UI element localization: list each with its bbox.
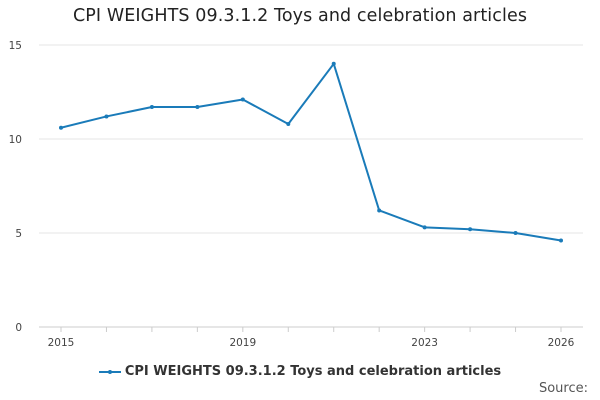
legend-label: CPI WEIGHTS 09.3.1.2 Toys and celebratio… xyxy=(124,364,502,379)
data-point xyxy=(104,114,109,119)
legend-swatch xyxy=(98,367,121,377)
source-label: Source: xyxy=(538,381,588,396)
y-tick-label: 5 xyxy=(15,228,22,240)
y-tick-label: 15 xyxy=(9,40,22,52)
data-point xyxy=(422,225,427,230)
x-tick-label: 2023 xyxy=(411,337,438,349)
data-point xyxy=(513,231,518,235)
data-point xyxy=(59,125,63,130)
data-point xyxy=(468,227,473,232)
legend[interactable]: CPI WEIGHTS 09.3.1.2 Toys and celebratio… xyxy=(0,364,600,379)
data-point xyxy=(559,238,563,243)
data-point xyxy=(331,61,336,66)
y-tick-label: 0 xyxy=(15,322,22,334)
x-tick-label: 2026 xyxy=(548,337,575,349)
x-tick-label: 2019 xyxy=(229,337,256,349)
data-point xyxy=(240,97,245,102)
data-point xyxy=(377,208,382,213)
x-tick-label: 2015 xyxy=(48,337,75,349)
data-point xyxy=(195,105,200,110)
series-line xyxy=(60,62,562,242)
data-point xyxy=(286,121,291,126)
chart-title: CPI WEIGHTS 09.3.1.2 Toys and celebratio… xyxy=(72,6,528,26)
y-tick-label: 10 xyxy=(9,134,22,146)
data-point xyxy=(149,105,154,110)
